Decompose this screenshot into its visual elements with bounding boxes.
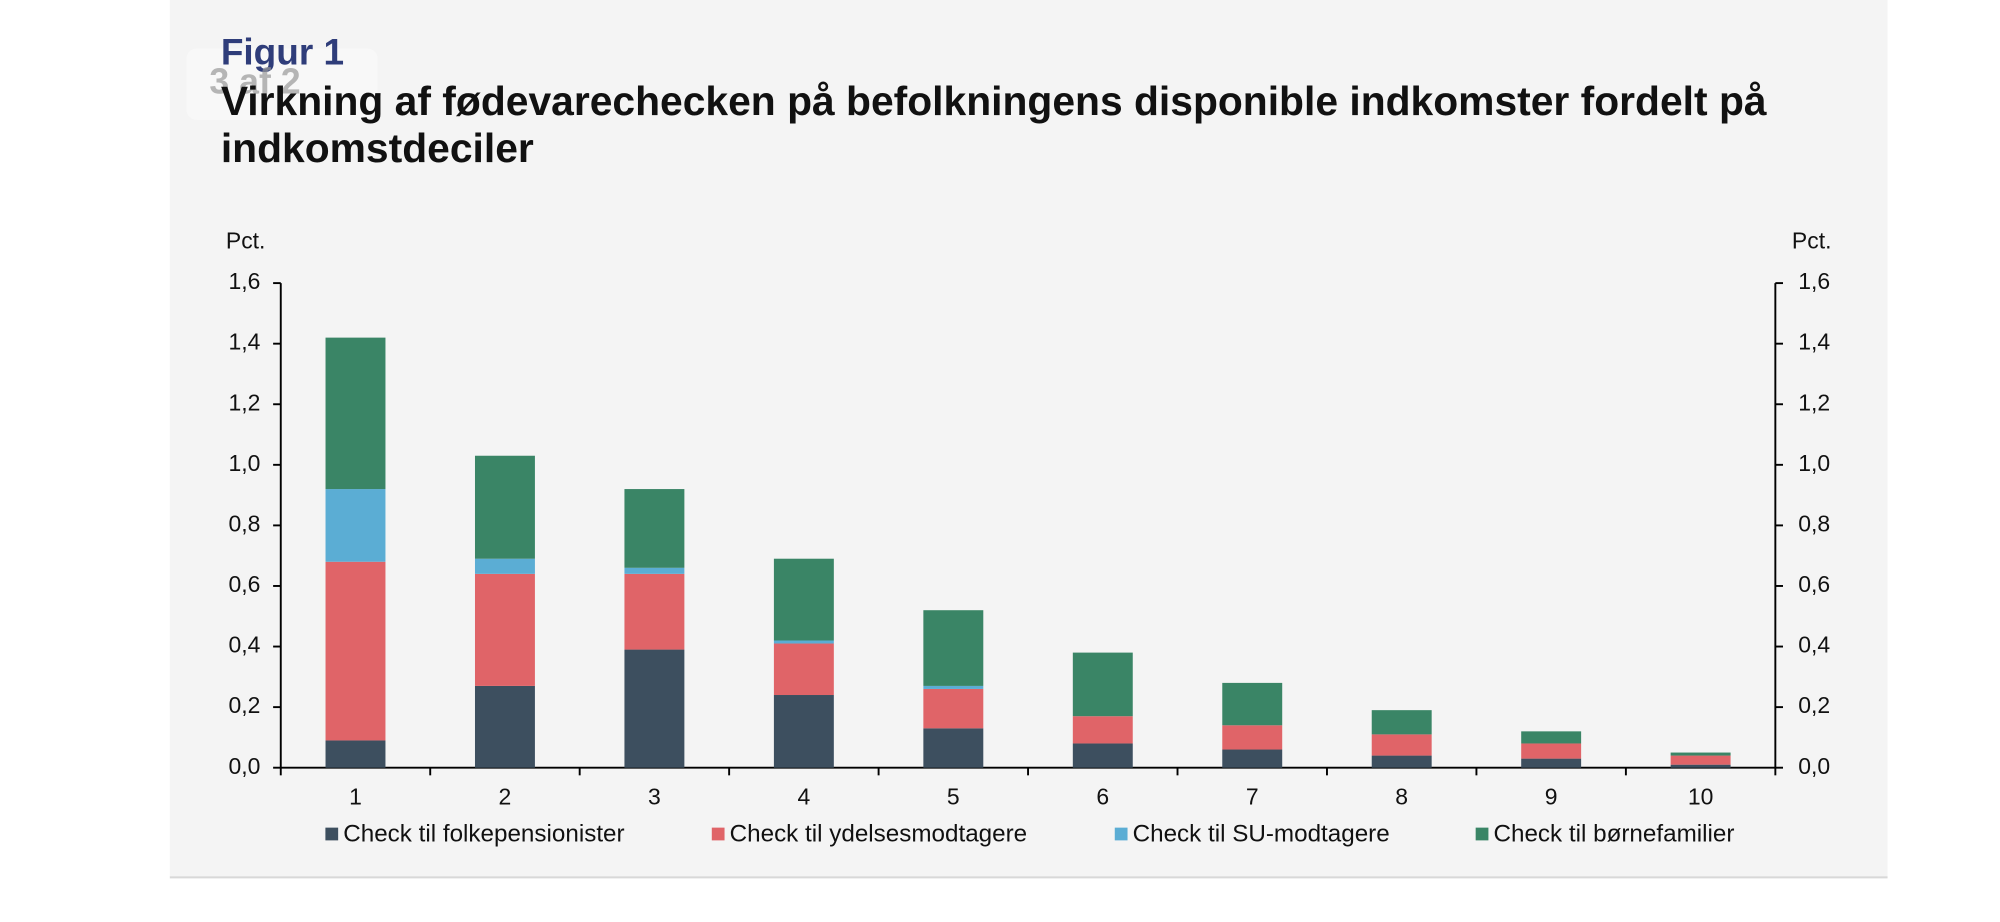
bar-segment	[923, 688, 984, 729]
legend-swatch	[325, 827, 339, 841]
bar-segment	[474, 573, 535, 686]
legend-label: Check til SU-modtagere	[1133, 821, 1390, 848]
y2-tick-label: 0,4	[1798, 632, 1830, 658]
bar-segment	[1521, 758, 1582, 768]
bar-segment	[773, 643, 834, 696]
y2-tick-label: 1,6	[1798, 268, 1830, 294]
y-tick-label: 0,4	[228, 632, 260, 658]
figure-panel	[169, 0, 1888, 878]
bar-segment	[1371, 755, 1432, 768]
x-tick-label: 7	[1246, 783, 1259, 809]
y2-axis-label: Pct.	[1792, 227, 1832, 253]
bar-segment	[624, 567, 685, 574]
x-tick-label: 9	[1545, 783, 1558, 809]
x-tick-label: 3	[648, 783, 661, 809]
bar-segment	[325, 561, 386, 741]
y2-tick-label: 1,0	[1798, 450, 1830, 476]
page-indicator-badge	[186, 48, 378, 120]
y2-tick-label: 0,0	[1798, 753, 1830, 779]
bar-segment	[1222, 725, 1283, 750]
y2-tick-label: 1,2	[1798, 389, 1830, 415]
y-tick-label: 1,2	[228, 389, 260, 415]
title-box: Virkning af fødevarechecken på befolknin…	[220, 77, 1767, 171]
bar-segment	[1072, 743, 1133, 768]
bar-segment	[1670, 764, 1731, 768]
bar-segment	[474, 685, 535, 768]
y-tick-label: 0,6	[228, 571, 260, 597]
bar-segment	[325, 337, 386, 490]
y-tick-label: 1,4	[228, 329, 260, 355]
x-tick-label: 6	[1096, 783, 1109, 809]
y-tick-label: 0,8	[228, 510, 260, 536]
bar-segment	[325, 740, 386, 768]
bar-segment	[1371, 734, 1432, 756]
legend-swatch	[1475, 827, 1489, 841]
bar-segment	[325, 489, 386, 562]
x-tick-label: 4	[797, 783, 810, 809]
x-tick-label: 1	[349, 783, 362, 809]
bar-segment	[474, 558, 535, 574]
x-tick-label: 10	[1688, 783, 1714, 809]
bar-segment	[1670, 752, 1731, 756]
figure-label: Figur 1	[221, 32, 344, 73]
x-tick-label: 8	[1395, 783, 1408, 809]
bar-segment	[474, 455, 535, 559]
bar-segment	[1521, 743, 1582, 759]
page-indicator: 3 af 2	[209, 62, 300, 102]
y-tick-label: 0,2	[228, 692, 260, 718]
bar-segment	[1072, 652, 1133, 717]
x-tick-label: 5	[947, 783, 960, 809]
legend-label: Check til folkepensionister	[343, 821, 624, 848]
bar-segment	[923, 610, 984, 686]
legend-label: Check til ydelsesmodtagere	[730, 821, 1028, 848]
bar-segment	[624, 573, 685, 650]
bar-segment	[773, 695, 834, 768]
bar-segment	[1670, 755, 1731, 765]
legend-swatch	[711, 827, 725, 841]
x-tick-label: 2	[499, 783, 512, 809]
bar-segment	[624, 489, 685, 568]
legend-label: Check til børnefamilier	[1494, 821, 1735, 848]
y-axis-label: Pct.	[226, 227, 266, 253]
y2-tick-label: 0,6	[1798, 571, 1830, 597]
y-tick-label: 1,0	[228, 450, 260, 476]
y2-tick-label: 1,4	[1798, 329, 1830, 355]
bar-segment	[624, 649, 685, 768]
chart-title: Virkning af fødevarechecken på befolknin…	[220, 77, 1767, 171]
bar-segment	[773, 558, 834, 641]
bar-segment	[1371, 710, 1432, 735]
bar-segment	[1222, 682, 1283, 726]
y-tick-label: 0,0	[228, 753, 260, 779]
bar-segment	[923, 728, 984, 768]
y2-tick-label: 0,2	[1798, 692, 1830, 718]
bar-segment	[1521, 731, 1582, 744]
y-tick-label: 1,6	[228, 268, 260, 294]
bar-segment	[1222, 749, 1283, 768]
y2-tick-label: 0,8	[1798, 510, 1830, 536]
bar-segment	[923, 685, 984, 689]
bar-segment	[773, 640, 834, 644]
bar-segment	[1072, 716, 1133, 744]
legend-swatch	[1114, 827, 1128, 841]
